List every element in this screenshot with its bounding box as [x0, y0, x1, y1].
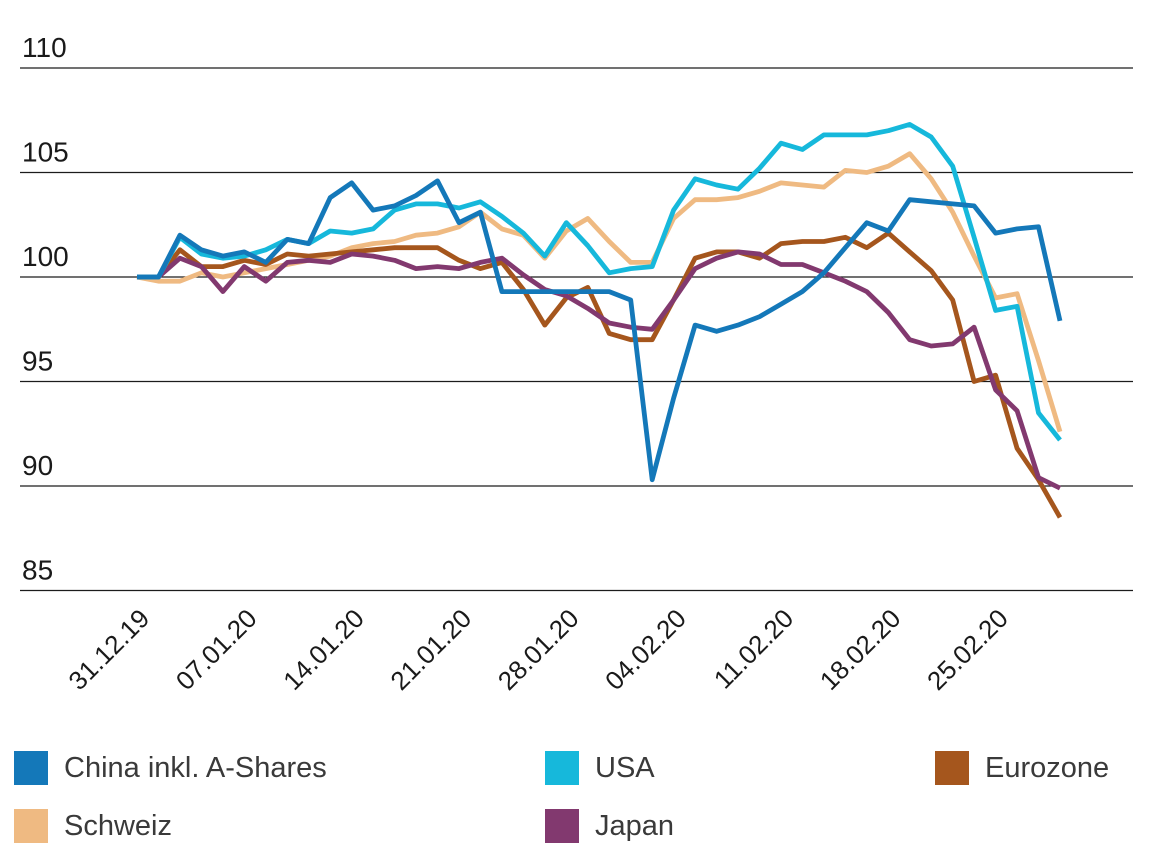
series-line-japan	[137, 249, 1062, 491]
y-axis-tick-label: 85	[22, 555, 53, 586]
x-axis-tick-label: 21.01.20	[384, 603, 477, 696]
legend-item-china: China inkl. A-Shares	[14, 751, 327, 785]
x-axis-tick-label: 31.12.19	[62, 603, 155, 696]
legend-label-china: China inkl. A-Shares	[64, 751, 327, 784]
legend-item-japan: Japan	[545, 809, 674, 843]
japan-color-swatch	[545, 809, 579, 843]
series-line-china-inkl-a-shares	[137, 178, 1063, 483]
legend-label-eurozone: Eurozone	[985, 751, 1110, 784]
x-axis-tick-label: 18.02.20	[814, 603, 907, 696]
x-axis-tick-label: 14.01.20	[277, 603, 370, 696]
x-axis-tick-label: 25.02.20	[921, 603, 1014, 696]
performance-chart: 110 105 100 95 90 85 31.12.19 07.01.20 14.01.20 2…	[20, 32, 1133, 696]
china-color-swatch	[14, 751, 48, 785]
legend-label-usa: USA	[595, 751, 655, 784]
y-axis-tick-label: 90	[22, 450, 53, 481]
y-axis-tick-label: 95	[22, 346, 53, 377]
legend-label-schweiz: Schweiz	[64, 809, 172, 842]
legend-item-eurozone: Eurozone	[935, 751, 1109, 785]
legend-item-schweiz: Schweiz	[14, 809, 172, 843]
schweiz-color-swatch	[14, 809, 48, 843]
series-line-eurozone	[137, 230, 1063, 519]
series-line-usa	[137, 122, 1062, 442]
usa-color-swatch	[545, 751, 579, 785]
x-axis-tick-label: 11.02.20	[708, 603, 799, 694]
legend-label-japan: Japan	[595, 809, 675, 842]
x-axis-tick-label: 04.02.20	[599, 603, 692, 696]
legend-item-usa: USA	[545, 751, 655, 785]
eurozone-color-swatch	[935, 751, 969, 785]
x-axis-tick-label: 28.01.20	[492, 603, 585, 696]
y-axis-tick-label: 100	[22, 241, 69, 272]
y-axis-tick-label: 110	[22, 32, 67, 63]
y-axis-tick-label: 105	[22, 137, 69, 168]
x-axis-tick-label: 07.01.20	[170, 603, 263, 696]
chart-legend: China inkl. A-Shares USA Eurozone Schwei…	[0, 740, 1173, 866]
